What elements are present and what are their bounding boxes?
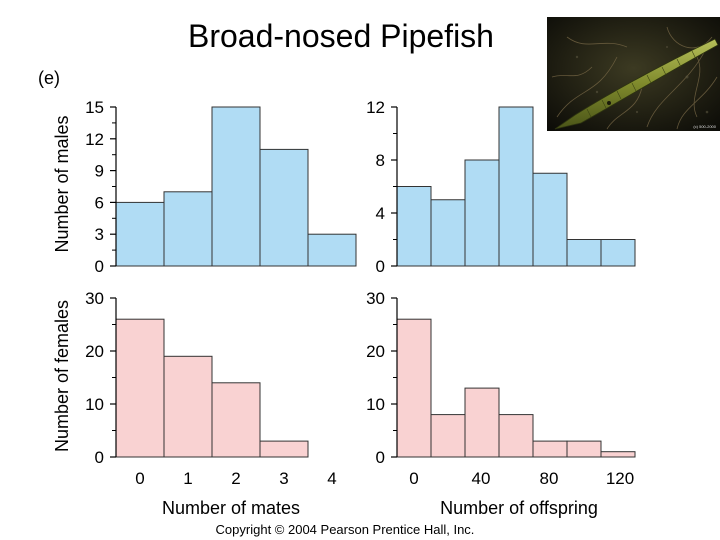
males-mates-y-tick-label-5: 15 [85, 98, 104, 117]
males-offspring-bar-3 [498, 106, 534, 267]
males-mates-y-tick-label-0: 0 [95, 257, 104, 276]
males-offspring-bar-5 [566, 239, 602, 267]
females-mates-bar-0 [115, 318, 165, 458]
females-mates-bar-3 [259, 440, 309, 458]
females-offspring-bar-4 [532, 440, 568, 458]
offspring-x-axis-title: Number of offspring [440, 498, 598, 518]
females-offspring-y-tick-label-2: 20 [366, 342, 385, 361]
females-offspring-x-tick-label-0: 0 [409, 469, 418, 488]
females-offspring-bar-0 [396, 318, 432, 458]
females-offspring-bar-5 [566, 440, 602, 458]
females-offspring-y-tick-label-0: 0 [376, 448, 385, 467]
females-offspring-x-tick-label-1: 40 [472, 469, 491, 488]
females-mates-y-tick-label-0: 0 [95, 448, 104, 467]
females-offspring-y-tick-label-1: 10 [366, 395, 385, 414]
males-mates-bar-1 [163, 191, 213, 267]
females-mates-histogram: 0 10 20 30 0 1 2 3 4 [85, 289, 337, 488]
males-mates-bar-0 [115, 201, 165, 267]
males-offspring-y-tick-label-2: 8 [376, 151, 385, 170]
females-y-axis-title: Number of females [52, 300, 72, 452]
females-offspring-histogram: 0 10 20 30 0 40 80 120 [366, 289, 636, 488]
males-mates-bar-3 [259, 148, 309, 267]
males-offspring-histogram: 0 4 8 12 [366, 98, 636, 276]
males-mates-y-tick-label-2: 6 [95, 193, 104, 212]
females-mates-y-tick-label-2: 20 [85, 342, 104, 361]
females-offspring-x-tick-label-2: 80 [540, 469, 559, 488]
males-offspring-y-tick-label-0: 0 [376, 257, 385, 276]
mates-x-axis-title: Number of mates [162, 498, 300, 518]
females-offspring-bar-2 [464, 387, 500, 458]
males-y-axis-title: Number of males [52, 115, 72, 252]
females-mates-bar-2 [211, 382, 261, 458]
photo-credit: (c) 500-2000 [693, 124, 716, 129]
females-offspring-x-tick-label-3: 120 [606, 469, 634, 488]
males-offspring-y-tick-label-1: 4 [376, 204, 385, 223]
males-offspring-bar-2 [464, 159, 500, 267]
males-mates-histogram: 0 3 6 9 12 15 [85, 98, 357, 276]
pipefish-photo: (c) 500-2000 [547, 17, 720, 131]
females-mates-y-tick-label-1: 10 [85, 395, 104, 414]
males-mates-y-tick-label-1: 3 [95, 225, 104, 244]
males-offspring-bar-4 [532, 172, 568, 267]
panel-label: (e) [38, 68, 60, 88]
females-mates-x-tick-label-2: 2 [231, 469, 240, 488]
females-offspring-bar-1 [430, 414, 466, 458]
males-offspring-y-tick-label-3: 12 [366, 98, 385, 117]
males-offspring-bar-1 [430, 199, 466, 267]
males-offspring-bar-6 [600, 239, 636, 267]
females-offspring-bar-6 [600, 451, 636, 458]
females-offspring-y-tick-label-3: 30 [366, 289, 385, 308]
females-mates-bar-1 [163, 355, 213, 458]
females-mates-x-tick-label-1: 1 [183, 469, 192, 488]
females-mates-x-tick-label-3: 3 [279, 469, 288, 488]
copyright-notice: Copyright © 2004 Pearson Prentice Hall, … [215, 522, 475, 537]
females-mates-x-tick-label-4: 4 [327, 469, 336, 488]
pipefish-photo-image [547, 17, 720, 131]
males-mates-bar-4 [307, 233, 357, 267]
slide-title: Broad-nosed Pipefish [188, 18, 494, 54]
females-mates-y-tick-label-3: 30 [85, 289, 104, 308]
males-mates-y-tick-label-4: 12 [85, 130, 104, 149]
males-offspring-bar-0 [396, 186, 432, 267]
males-mates-y-tick-label-3: 9 [95, 162, 104, 181]
males-mates-bar-2 [211, 106, 261, 267]
females-offspring-bar-3 [498, 414, 534, 458]
females-mates-x-tick-label-0: 0 [135, 469, 144, 488]
